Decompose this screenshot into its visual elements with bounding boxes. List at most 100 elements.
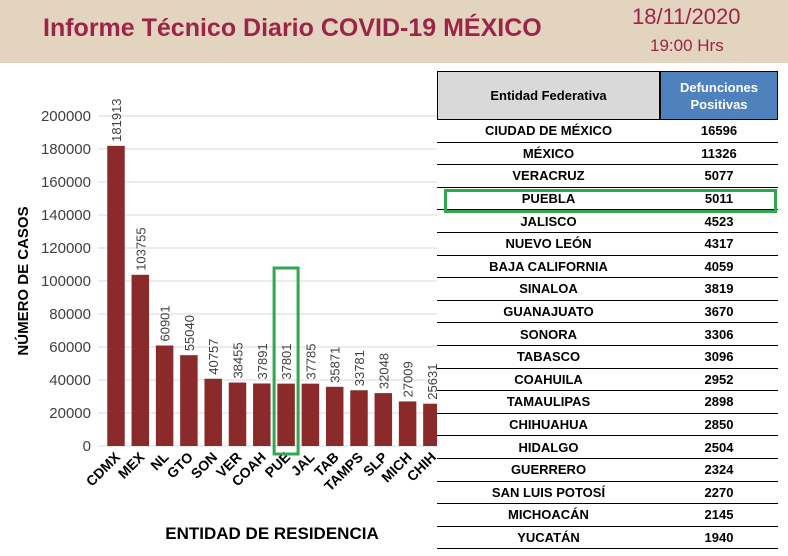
entity-name: YUCATÁN — [517, 529, 580, 545]
column-header-deaths: Defunciones Positivas — [660, 71, 778, 120]
data-label: 37785 — [303, 343, 318, 379]
deaths-value: 4059 — [704, 258, 734, 274]
bar-ver — [228, 382, 247, 446]
y-tick-label: 40000 — [49, 372, 91, 389]
entity-name: COAHUILA — [514, 371, 583, 387]
bar-pue — [277, 383, 295, 446]
data-label: 37801 — [279, 343, 294, 379]
y-tick-label: 180000 — [41, 141, 91, 158]
entity-name: NUEVO LEÓN — [505, 236, 592, 252]
entity-name: CIUDAD DE MÉXICO — [484, 123, 613, 139]
entity-name: CHIHUAHUA — [509, 417, 588, 433]
table-row: GUERRERO 2324 — [437, 459, 778, 482]
x-axis-title: ENTIDAD DE RESIDENCIA — [165, 524, 378, 543]
report-title: Informe Técnico Diario COVID-19 MÉXICO — [43, 14, 542, 42]
column-header-entity: Entidad Federativa — [437, 71, 660, 120]
bar-jal — [301, 383, 320, 446]
y-tick-label: 60000 — [49, 339, 91, 356]
table-row: HIDALGO 2504 — [437, 436, 778, 459]
table-header: Entidad Federativa Defunciones Positivas — [437, 71, 778, 120]
data-label: 40757 — [206, 339, 221, 375]
entity-name: MICHOACÁN — [508, 507, 589, 523]
deaths-value: 5077 — [704, 168, 734, 184]
deaths-value: 3306 — [704, 326, 734, 342]
table-row: NUEVO LEÓN 4317 — [437, 233, 778, 256]
bar-tamps — [350, 390, 368, 446]
entity-name: SONORA — [519, 326, 578, 342]
bar-highlight-box — [272, 266, 300, 456]
entity-name: SAN LUIS POTOSÍ — [491, 484, 606, 500]
entity-name: GUERRERO — [510, 462, 587, 478]
bar-son — [204, 378, 222, 446]
deaths-value: 16596 — [700, 123, 738, 139]
deaths-value: 2324 — [704, 462, 734, 478]
y-tick-label: 0 — [83, 438, 91, 455]
entity-name: BAJA CALIFORNIA — [489, 258, 608, 274]
table-body: CIUDAD DE MÉXICO 16596 MÉXICO 11326 VERACRUZ… — [437, 120, 778, 550]
deaths-value: 1940 — [704, 529, 734, 545]
entity-name: JALISCO — [520, 213, 577, 229]
entity-name: MÉXICO — [522, 145, 575, 161]
report-date: 18/11/2020 — [632, 4, 741, 29]
deaths-value: 4317 — [704, 236, 734, 252]
data-label: 181913 — [109, 98, 124, 141]
bar-cdmx — [107, 145, 125, 446]
entity-name: SINALOA — [519, 281, 578, 297]
bar-gto — [180, 355, 198, 446]
bar-nl — [155, 345, 174, 446]
table-row: TAMAULIPAS 2898 — [437, 391, 778, 414]
table-row: SINALOA 3819 — [437, 278, 778, 301]
table-row: GUANAJUATO 3670 — [437, 301, 778, 324]
data-label: 35871 — [328, 347, 343, 383]
table-row: JALISCO 4523 — [437, 210, 778, 233]
cases-bar-chart: 0 20000 40000 60000 80000 100000 120000 140000 1… — [14, 98, 437, 543]
table-row: SONORA 3306 — [437, 323, 778, 346]
entity-name: GUANAJUATO — [503, 304, 594, 320]
deaths-value: 2145 — [704, 507, 734, 523]
data-label: 25631 — [425, 364, 437, 400]
bar-mex — [131, 274, 150, 446]
report-time: 19:00 Hrs — [650, 36, 724, 55]
table-row: TABASCO 3096 — [437, 346, 778, 369]
x-tick-label: GTO — [163, 449, 196, 482]
entity-name: TABASCO — [516, 349, 581, 365]
deaths-value: 2952 — [704, 371, 734, 387]
table-row: BAJA CALIFORNIA 4059 — [437, 256, 778, 279]
entity-name: VERACRUZ — [512, 168, 585, 184]
deaths-table: Entidad Federativa Defunciones Positivas… — [437, 71, 778, 550]
data-label: 60901 — [158, 305, 173, 341]
deaths-value: 2504 — [704, 439, 734, 455]
data-label: 27009 — [401, 361, 416, 397]
deaths-value: 2270 — [704, 484, 734, 500]
y-tick-label: 140000 — [41, 207, 91, 224]
data-label: 38455 — [231, 342, 246, 378]
bar-slp — [374, 393, 393, 446]
bar-coah — [253, 383, 271, 446]
deaths-value: 2898 — [704, 394, 734, 410]
bar-chih — [423, 403, 437, 446]
y-tick-label: 120000 — [41, 240, 91, 257]
data-label: 33781 — [352, 350, 367, 386]
table-row: COAHUILA 2952 — [437, 369, 778, 392]
deaths-value: 3096 — [704, 349, 734, 365]
x-tick-label: MEX — [115, 448, 148, 481]
bar-mich — [398, 401, 417, 446]
table-row: PUEBLA 5011 — [437, 188, 778, 211]
data-label: 37891 — [255, 343, 270, 379]
data-label: 103755 — [133, 227, 148, 270]
bar-tab — [325, 386, 344, 446]
y-tick-label: 80000 — [49, 306, 91, 323]
report-header: Informe Técnico Diario COVID-19 MÉXICO 1… — [0, 0, 788, 63]
deaths-value: 5011 — [704, 191, 734, 207]
deaths-value: 3819 — [704, 281, 734, 297]
data-label: 32048 — [376, 353, 391, 389]
y-tick-label: 100000 — [41, 273, 91, 290]
entity-name: HIDALGO — [518, 439, 579, 455]
table-row: MÉXICO 11326 — [437, 143, 778, 166]
y-tick-label: 160000 — [41, 174, 91, 191]
table-row: CIUDAD DE MÉXICO 16596 — [437, 120, 778, 143]
table-highlight-box — [444, 189, 777, 213]
table-row: YUCATÁN 1940 — [437, 527, 778, 550]
data-label: 55040 — [182, 315, 197, 351]
deaths-value: 4523 — [704, 213, 734, 229]
